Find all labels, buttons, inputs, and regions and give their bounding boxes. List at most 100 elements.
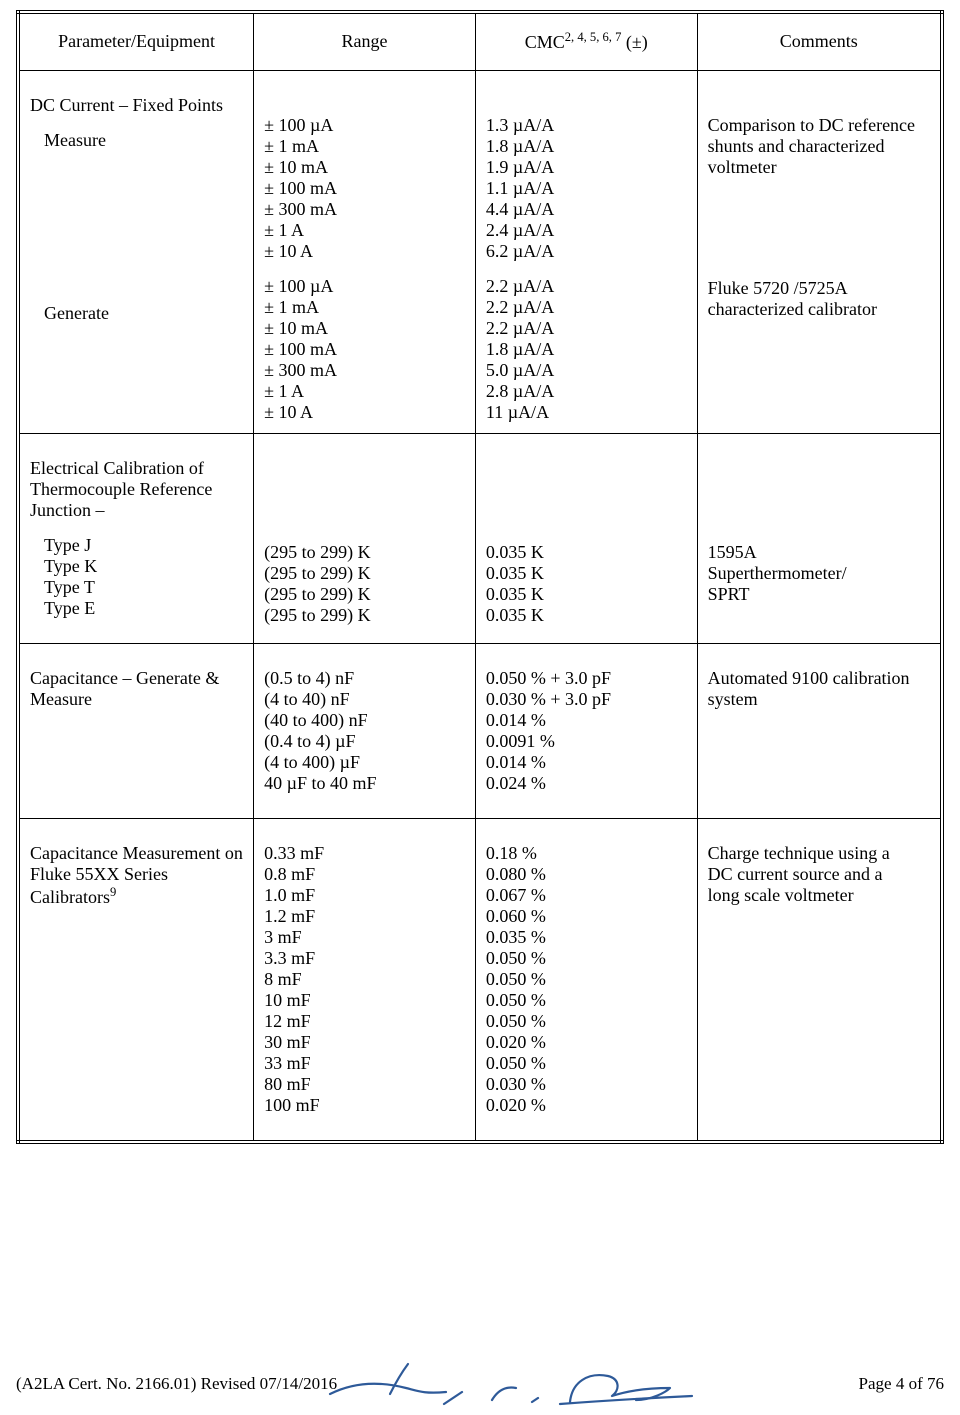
list-item: ± 10 mA [264, 157, 465, 178]
list-item: 80 mF [264, 1074, 465, 1095]
table-row: DC Current – Fixed Points Measure Genera… [18, 70, 942, 433]
list-item: ± 300 mA [264, 199, 465, 220]
list-item: 3.3 mF [264, 948, 465, 969]
list-item: 0.050 % [486, 969, 687, 990]
list-item: (295 to 299) K [264, 563, 465, 584]
comment-text: Charge technique using a DC current sour… [708, 843, 908, 906]
list-item: 0.050 % [486, 948, 687, 969]
section-title: Capacitance Measurement on Fluke 55XX Se… [30, 843, 243, 908]
cmc-list: 0.050 % + 3.0 pF0.030 % + 3.0 pF0.014 %0… [486, 668, 687, 794]
list-item: 0.067 % [486, 885, 687, 906]
range-list: ± 100 µA± 1 mA± 10 mA± 100 mA± 300 mA ± 1… [264, 115, 465, 262]
param-cell: DC Current – Fixed Points Measure Genera… [18, 70, 254, 433]
table-row: Capacitance Measurement on Fluke 55XX Se… [18, 818, 942, 1142]
list-item: 10 mF [264, 990, 465, 1011]
list-item: 12 mF [264, 1011, 465, 1032]
list-item: 0.035 K [486, 542, 687, 563]
list-item: 0.33 mF [264, 843, 465, 864]
list-item: 0.080 % [486, 864, 687, 885]
range-list: 0.33 mF0.8 mF1.0 mF1.2 mF3 mF3.3 mF8 mF1… [264, 843, 465, 1116]
comment-cell: Automated 9100 calibration system [697, 643, 942, 818]
list-item: ± 100 µA [264, 115, 465, 136]
cmc-cell: 0.035 K0.035 K0.035 K0.035 K [475, 433, 697, 643]
list-item: 3 mF [264, 927, 465, 948]
comment-cell: 1595A Superthermometer/ SPRT [697, 433, 942, 643]
range-cell: 0.33 mF0.8 mF1.0 mF1.2 mF3 mF3.3 mF8 mF1… [254, 818, 476, 1142]
comment-cell: Charge technique using a DC current sour… [697, 818, 942, 1142]
list-item: 4.4 µA/A [486, 199, 687, 220]
list-item: 0.060 % [486, 906, 687, 927]
comment-text: 1595A Superthermometer/ SPRT [708, 542, 878, 605]
param-cell: Electrical Calibration of Thermocouple R… [18, 433, 254, 643]
table-row: Electrical Calibration of Thermocouple R… [18, 433, 942, 643]
footer-left: (A2LA Cert. No. 2166.01) Revised 07/14/2… [16, 1374, 337, 1394]
range-cell: ± 100 µA± 1 mA± 10 mA± 100 mA± 300 mA± 1… [254, 70, 476, 433]
range-cell: (0.5 to 4) nF(4 to 40) nF(40 to 400) nF(… [254, 643, 476, 818]
list-item: 0.035 K [486, 563, 687, 584]
list-item: 8 mF [264, 969, 465, 990]
header-cmc: CMC2, 4, 5, 6, 7 (±) [475, 12, 697, 70]
section-title: Capacitance – Generate & Measure [30, 668, 230, 710]
list-item: ± 300 mA [264, 360, 465, 381]
list-item: 0.050 % [486, 1053, 687, 1074]
list-item: ± 100 mA [264, 178, 465, 199]
cmc-list: 2.2 µA/A2.2 µA/A2.2 µA/A1.8 µA/A5.0 µA/A… [486, 276, 687, 423]
list-item: Type T [44, 577, 243, 598]
list-item: (295 to 299) K [264, 605, 465, 626]
list-item: 2.2 µA/A [486, 297, 687, 318]
cmc-cell: 0.050 % + 3.0 pF0.030 % + 3.0 pF0.014 %0… [475, 643, 697, 818]
list-item: (4 to 40) nF [264, 689, 465, 710]
list-item: 0.050 % [486, 990, 687, 1011]
list-item: (0.4 to 4) µF [264, 731, 465, 752]
header-parameter: Parameter/Equipment [18, 12, 254, 70]
list-item: 1.2 mF [264, 906, 465, 927]
list-item: Type K [44, 556, 243, 577]
list-item: 1.3 µA/A [486, 115, 687, 136]
list-item: 1.9 µA/A [486, 157, 687, 178]
list-item: ± 10 mA [264, 318, 465, 339]
list-item: ± 100 mA [264, 339, 465, 360]
list-item: 100 mF [264, 1095, 465, 1116]
list-item: (0.5 to 4) nF [264, 668, 465, 689]
cmc-list: 0.035 K0.035 K0.035 K0.035 K [486, 542, 687, 626]
list-item: 0.020 % [486, 1032, 687, 1053]
range-list: (295 to 299) K(295 to 299) K(295 to 299)… [264, 542, 465, 626]
list-item: 0.050 % + 3.0 pF [486, 668, 687, 689]
list-item: ± 10 A [264, 241, 465, 262]
list-item: 1.8 µA/A [486, 339, 687, 360]
cmc-cell: 1.3 µA/A1.8 µA/A1.9 µA/A1.1 µA/A4.4 µA/A… [475, 70, 697, 433]
page-container: Parameter/Equipment Range CMC2, 4, 5, 6,… [0, 0, 960, 1144]
param-cell: Capacitance – Generate & Measure [18, 643, 254, 818]
table-body: DC Current – Fixed Points Measure Genera… [18, 70, 942, 1142]
subsection-label: Measure [44, 130, 243, 151]
list-item: 2.2 µA/A [486, 318, 687, 339]
list-item: (4 to 400) µF [264, 752, 465, 773]
list-item: ± 10 A [264, 402, 465, 423]
list-item: (295 to 299) K [264, 542, 465, 563]
footer-right: Page 4 of 76 [859, 1374, 944, 1394]
list-item: 0.035 K [486, 605, 687, 626]
list-item: 2.8 µA/A [486, 381, 687, 402]
list-item: ± 1 mA [264, 136, 465, 157]
comment-text: Fluke 5720 /5725A characterized calibrat… [708, 278, 930, 320]
range-list: (0.5 to 4) nF(4 to 40) nF(40 to 400) nF(… [264, 668, 465, 794]
subsection-label: Generate [44, 303, 243, 324]
list-item: 0.050 % [486, 1011, 687, 1032]
section-title: DC Current – Fixed Points [30, 95, 243, 116]
list-item: 40 µF to 40 mF [264, 773, 465, 794]
list-item: ± 1 mA [264, 297, 465, 318]
range-cell: (295 to 299) K(295 to 299) K(295 to 299)… [254, 433, 476, 643]
list-item: 0.035 % [486, 927, 687, 948]
list-item: 1.8 µA/A [486, 136, 687, 157]
cmc-list: 1.3 µA/A1.8 µA/A1.9 µA/A1.1 µA/A4.4 µA/A… [486, 115, 687, 262]
list-item: ± 100 µA [264, 276, 465, 297]
header-row: Parameter/Equipment Range CMC2, 4, 5, 6,… [18, 12, 942, 70]
calibration-table: Parameter/Equipment Range CMC2, 4, 5, 6,… [16, 10, 944, 1144]
comment-text: Automated 9100 calibration system [708, 668, 930, 710]
cmc-cell: 0.18 %0.080 %0.067 %0.060 %0.035 %0.050 … [475, 818, 697, 1142]
list-item: (295 to 299) K [264, 584, 465, 605]
list-item: 30 mF [264, 1032, 465, 1053]
list-item: ± 1 A [264, 381, 465, 402]
list-item: 33 mF [264, 1053, 465, 1074]
cmc-list: 0.18 %0.080 %0.067 %0.060 %0.035 %0.050 … [486, 843, 687, 1116]
